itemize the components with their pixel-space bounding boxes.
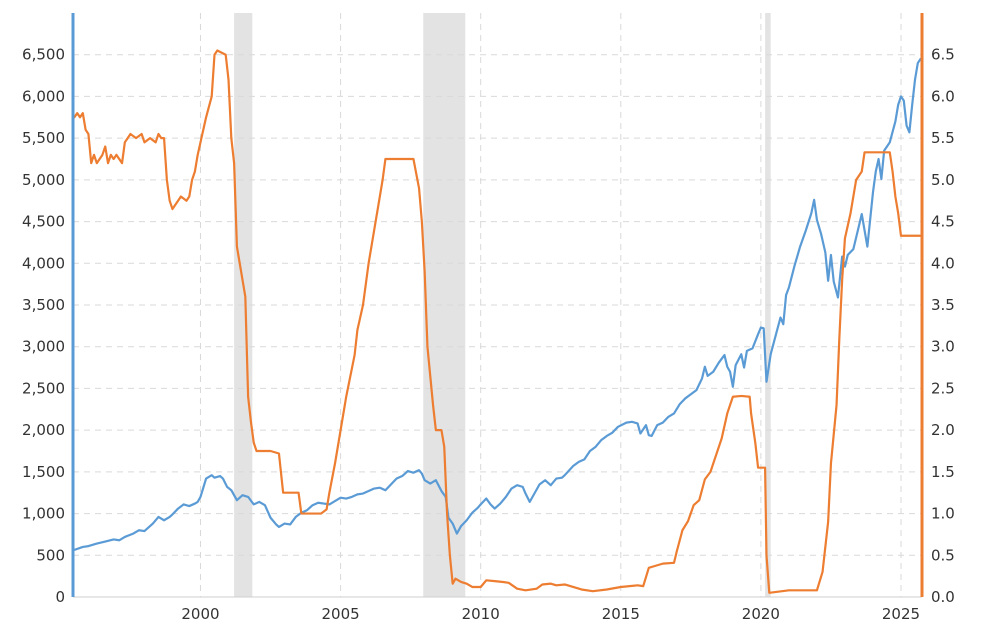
right-tick-label: 6.5 [931,46,955,64]
left-tick-label: 5,500 [22,129,65,147]
right-tick-label: 3.0 [931,338,955,356]
right-tick-label: 3.5 [931,296,955,314]
left-tick-label: 1,500 [22,463,65,481]
right-tick-label: 2.5 [931,379,955,397]
x-tick-label: 2000 [181,605,219,623]
right-tick-label: 2.0 [931,421,955,439]
x-tick-label: 2025 [882,605,920,623]
gridlines [73,13,922,597]
left-tick-label: 6,500 [22,46,65,64]
left-tick-label: 3,500 [22,296,65,314]
x-axis-ticks: 2000 2005 2010 2015 2020 2025 [181,605,920,623]
x-tick-label: 2010 [462,605,500,623]
series-lines [73,49,924,594]
left-tick-label: 4,500 [22,213,65,231]
right-tick-label: 5.5 [931,129,955,147]
left-tick-label: 1,000 [22,505,65,523]
left-tick-label: 3,000 [22,338,65,356]
left-tick-label: 500 [36,546,65,564]
right-tick-label: 5.0 [931,171,955,189]
left-tick-label: 5,000 [22,171,65,189]
left-axis-series-line [73,57,922,551]
right-tick-label: 0.0 [931,588,955,606]
x-tick-label: 2005 [321,605,359,623]
right-tick-label: 1.0 [931,505,955,523]
left-axis-ticks: 0 500 1,000 1,500 2,000 2,500 3,000 3,500 4,000 4… [22,46,65,606]
right-tick-label: 0.5 [931,546,955,564]
right-tick-label: 6.0 [931,87,955,105]
left-tick-label: 2,500 [22,379,65,397]
x-tick-label: 2015 [602,605,640,623]
x-tick-label: 2020 [742,605,780,623]
left-tick-label: 0 [55,588,65,606]
right-axis-ticks: 0.0 0.5 1.0 1.5 2.0 2.5 3.0 3.5 4.0 4.5 5.0 5.5 6.0 6… [931,46,955,606]
left-tick-label: 6,000 [22,87,65,105]
left-tick-label: 4,000 [22,254,65,272]
right-axis-series-line [73,49,924,594]
right-tick-label: 1.5 [931,463,955,481]
right-tick-label: 4.5 [931,213,955,231]
left-tick-label: 2,000 [22,421,65,439]
right-tick-label: 4.0 [931,254,955,272]
axes [71,13,924,598]
